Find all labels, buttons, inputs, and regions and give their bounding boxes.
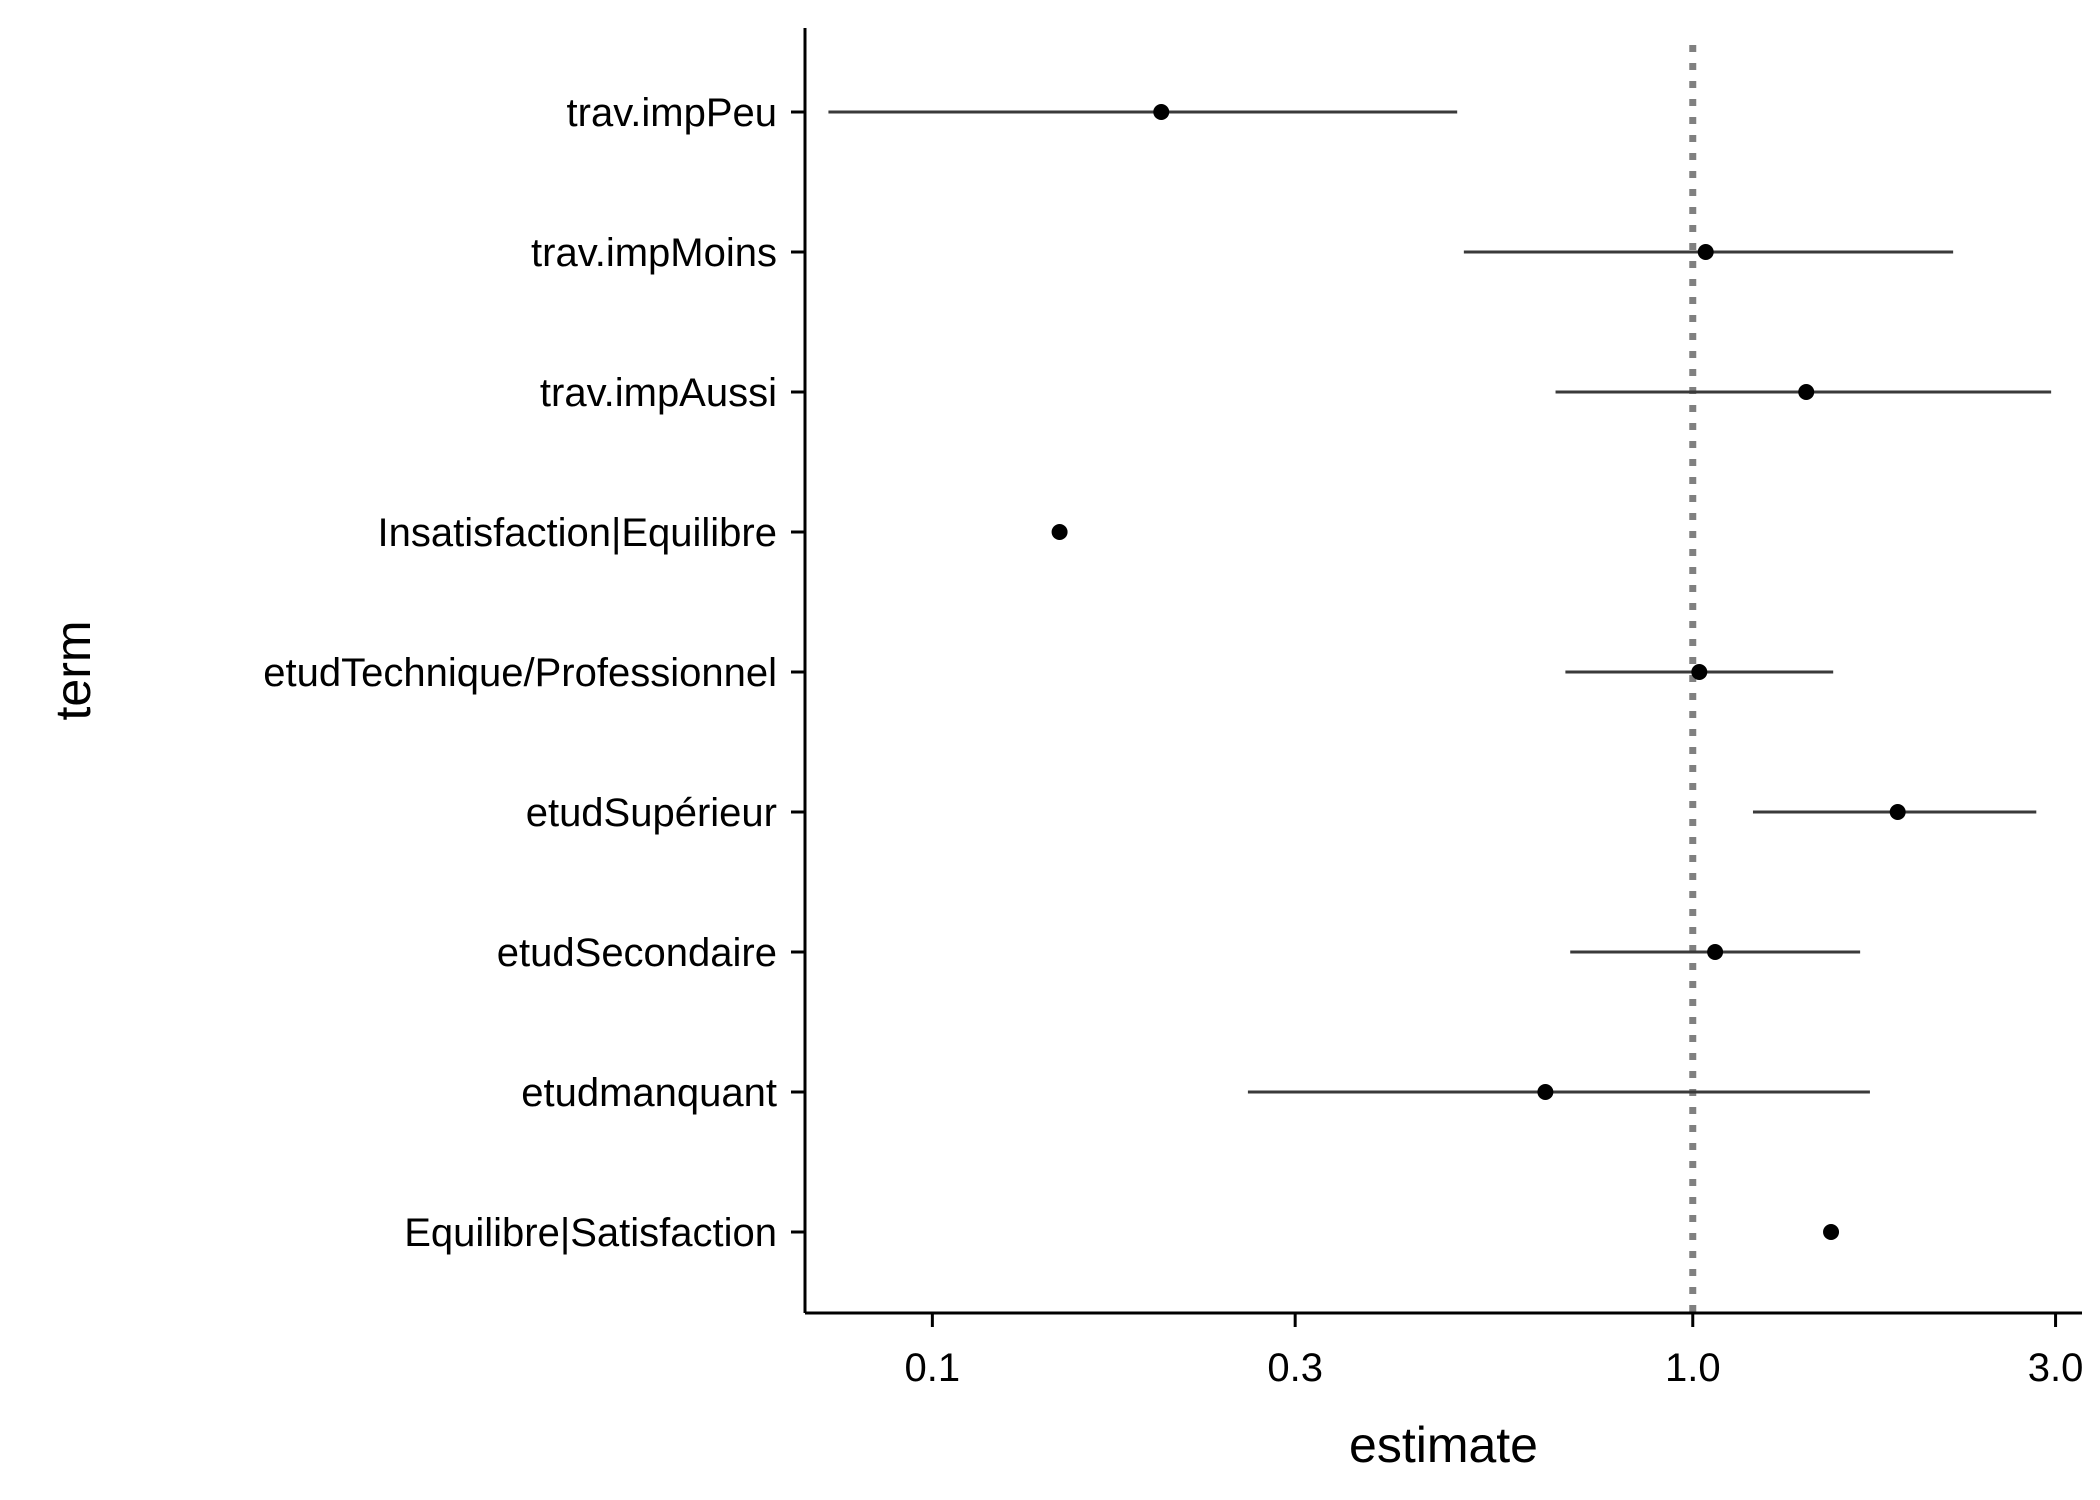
x-axis-ticks: 0.1 0.3 1.0 3.0 bbox=[905, 1313, 2084, 1390]
estimate-point bbox=[1691, 664, 1708, 680]
estimate-point bbox=[1823, 1224, 1840, 1240]
x-axis-title: estimate bbox=[1349, 1417, 1538, 1473]
estimate-point bbox=[1537, 1084, 1554, 1100]
confidence-interval-layer bbox=[828, 110, 2052, 1094]
y-tick-label: Insatisfaction|Equilibre bbox=[378, 511, 778, 555]
y-tick-label: trav.impPeu bbox=[567, 91, 777, 135]
estimate-point bbox=[1153, 104, 1170, 120]
x-tick-label: 3.0 bbox=[2028, 1346, 2084, 1390]
y-axis-ticks: trav.impPeu trav.impMoins trav.impAussi Ins… bbox=[263, 91, 805, 1255]
estimate-point bbox=[1707, 944, 1724, 960]
estimate-point bbox=[1697, 244, 1714, 260]
y-tick-label: Equilibre|Satisfaction bbox=[404, 1211, 777, 1255]
y-tick-label: etudSupérieur bbox=[526, 791, 777, 835]
axes bbox=[803, 28, 2082, 1315]
estimate-point bbox=[1051, 524, 1068, 540]
x-tick-label: 1.0 bbox=[1665, 1346, 1721, 1390]
y-tick-label: trav.impMoins bbox=[531, 231, 777, 275]
x-tick-label: 0.1 bbox=[905, 1346, 961, 1390]
y-tick-label: etudmanquant bbox=[521, 1071, 777, 1115]
y-tick-label: trav.impAussi bbox=[540, 371, 777, 415]
estimate-point-layer bbox=[1051, 104, 1906, 1240]
y-tick-label: etudTechnique/Professionnel bbox=[263, 651, 777, 695]
estimate-point bbox=[1889, 804, 1906, 820]
y-tick-label: etudSecondaire bbox=[497, 931, 777, 975]
x-tick-label: 0.3 bbox=[1267, 1346, 1323, 1390]
estimate-point bbox=[1798, 384, 1815, 400]
y-axis-title: term bbox=[45, 621, 101, 721]
